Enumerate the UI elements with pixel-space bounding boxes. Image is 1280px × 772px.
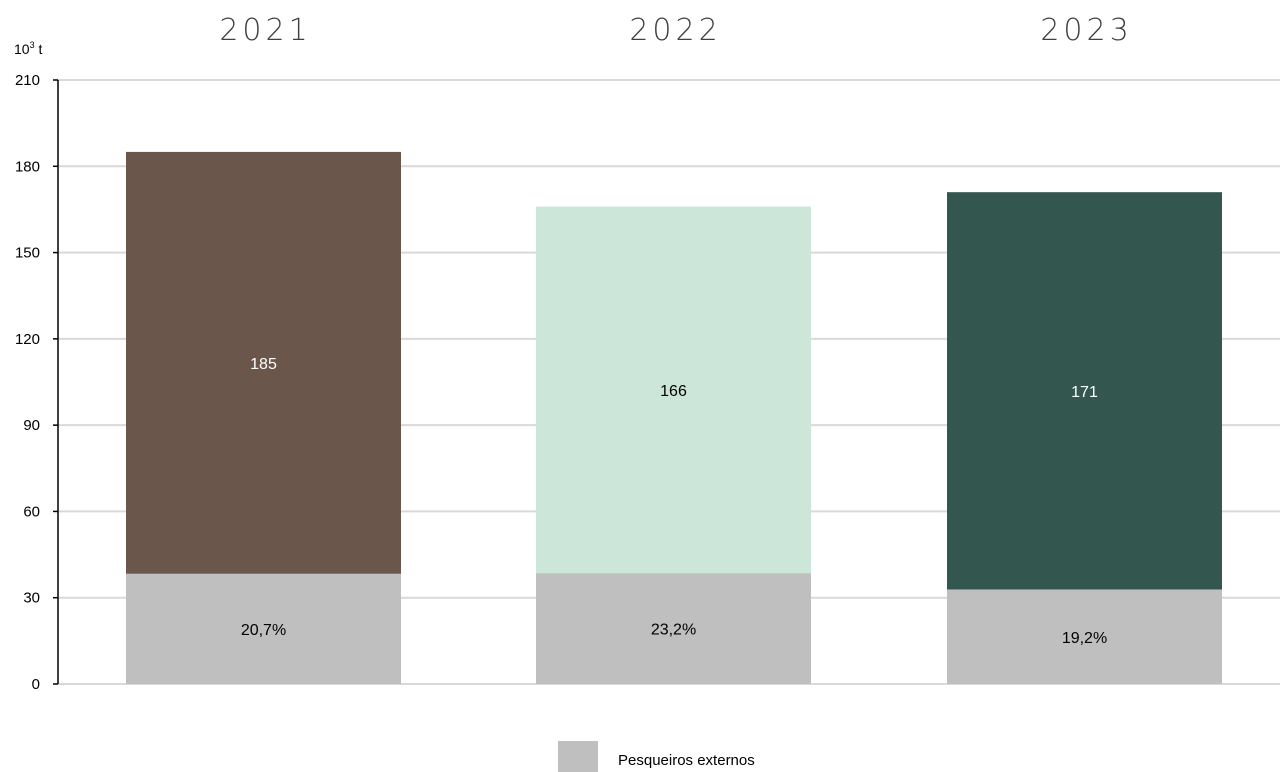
unit-base: 10: [14, 41, 30, 57]
y-tick-label-150: 150: [15, 245, 40, 262]
legend-label-external: Pesqueiros externos: [618, 752, 755, 769]
bar-external-2023: [947, 589, 1222, 684]
bar-total-label-2022: 166: [660, 383, 687, 400]
bar-total-2022: [536, 206, 811, 574]
legend: Pesqueiros externos: [558, 741, 755, 772]
year-title-2021: 2021: [219, 13, 311, 48]
y-tick-label-60: 60: [23, 503, 40, 520]
bar-external-label-2021: 20,7%: [241, 622, 286, 639]
bar-external-label-2022: 23,2%: [651, 622, 696, 639]
bar-external-label-2023: 19,2%: [1062, 630, 1107, 647]
bar-total-2021: [126, 151, 401, 574]
y-tick-label-180: 180: [15, 158, 40, 175]
y-axis-unit-label: 103 t: [14, 40, 42, 57]
legend-swatch-external: [558, 741, 598, 772]
y-tick-label-210: 210: [15, 72, 40, 89]
y-tick-label-90: 90: [23, 417, 40, 434]
year-titles: 2021 2022 2023: [219, 13, 1132, 48]
y-tick-label-0: 0: [32, 676, 40, 693]
y-axis: 0 30 60 90 120 150 180 210: [15, 72, 59, 693]
bars: 185 20,7% 166 23,2% 171 19,2%: [126, 151, 1222, 684]
bar-total-label-2021: 185: [250, 356, 277, 373]
unit-exponent: 3: [30, 40, 35, 50]
unit-suffix: t: [35, 41, 43, 57]
year-title-2022: 2022: [629, 13, 721, 48]
y-tick-label-30: 30: [23, 590, 40, 607]
y-tick-label-120: 120: [15, 331, 40, 348]
bar-external-2021: [126, 573, 401, 684]
bar-total-label-2023: 171: [1071, 384, 1098, 401]
year-title-2023: 2023: [1040, 13, 1132, 48]
bar-external-2022: [536, 573, 811, 684]
bar-total-2023: [947, 192, 1222, 590]
